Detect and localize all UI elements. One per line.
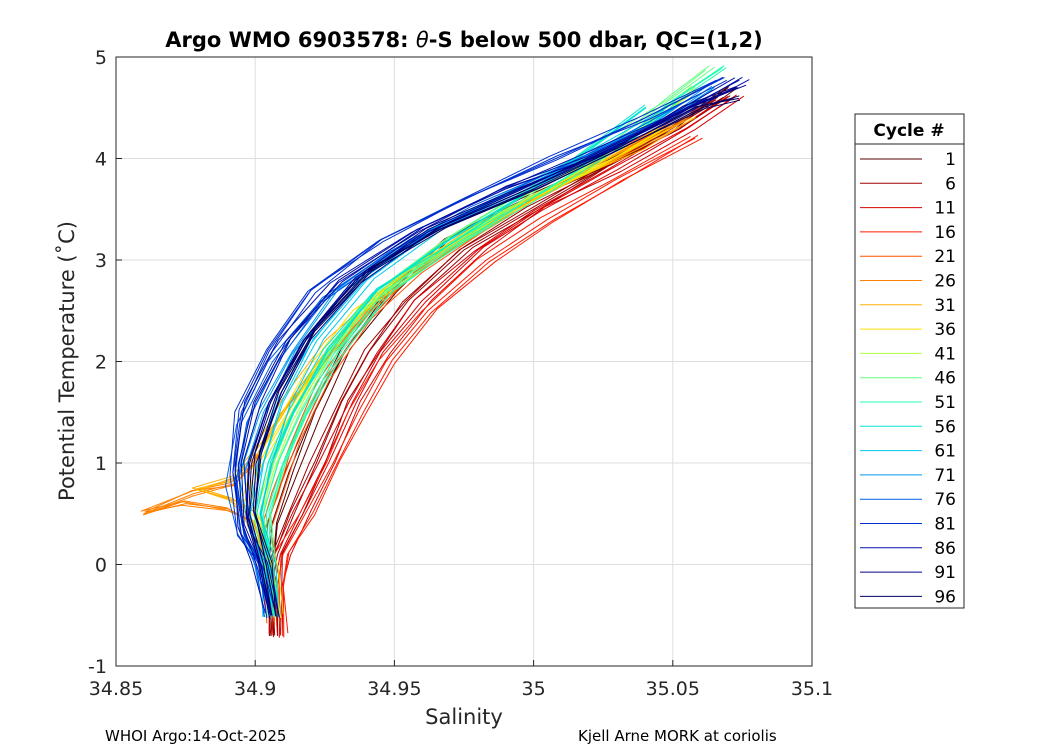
- x-tick-label: 34.85: [89, 678, 143, 700]
- y-tick-label: -1: [88, 656, 107, 678]
- legend-label-96: 96: [934, 587, 956, 607]
- series-line-cycle-6: [280, 95, 731, 636]
- footer-left: WHOI Argo:14-Oct-2025: [105, 727, 286, 745]
- y-tick-label: 5: [95, 47, 107, 69]
- legend-title: Cycle #: [873, 121, 944, 141]
- legend-label-26: 26: [934, 272, 956, 292]
- legend: Cycle # 16111621263136414651566171768186…: [854, 113, 965, 609]
- series-line-cycle-16: [282, 134, 699, 638]
- legend-label-51: 51: [934, 393, 956, 413]
- legend-label-81: 81: [934, 515, 956, 535]
- legend-label-61: 61: [934, 442, 956, 462]
- x-axis-label: Salinity: [425, 705, 503, 729]
- y-tick-label: 1: [95, 453, 107, 475]
- legend-label-11: 11: [934, 199, 956, 219]
- legend-label-71: 71: [934, 466, 956, 486]
- legend-box: [854, 113, 965, 609]
- footer-right: Kjell Arne MORK at coriolis: [578, 727, 777, 745]
- series-line-cycle-16: [282, 137, 703, 634]
- legend-label-16: 16: [934, 223, 956, 243]
- series-line-cycle-86: [237, 79, 740, 615]
- legend-label-56: 56: [934, 417, 956, 437]
- y-tick-label: 4: [95, 149, 107, 171]
- series-line-cycle-91: [245, 86, 737, 619]
- y-tick-label: 0: [95, 555, 107, 577]
- x-tick-label: 35.1: [791, 678, 833, 700]
- series-line-cycle-6: [265, 99, 717, 636]
- series-line-cycle-81: [229, 79, 717, 619]
- y-tick-label: 3: [95, 250, 107, 272]
- grid-lines: [115, 56, 813, 667]
- legend-label-46: 46: [934, 369, 956, 389]
- series-line-cycle-11: [281, 95, 745, 637]
- legend-label-86: 86: [934, 539, 956, 559]
- legend-label-6: 6: [945, 174, 956, 194]
- series-line-cycle-96: [254, 95, 740, 615]
- plot-area-frame: [115, 56, 813, 667]
- series-line-cycle-16: [277, 137, 696, 636]
- legend-label-91: 91: [934, 563, 956, 583]
- x-tick-label: 34.9: [234, 678, 276, 700]
- series-line-cycle-16: [271, 135, 691, 635]
- chart-title: Argo WMO 6903578: θ-S below 500 dbar, QC…: [165, 28, 762, 52]
- legend-label-36: 36: [934, 320, 956, 340]
- legend-label-41: 41: [934, 344, 956, 364]
- series-line-cycle-11: [278, 94, 737, 638]
- x-tick-label: 34.95: [367, 678, 421, 700]
- legend-label-31: 31: [934, 296, 956, 316]
- legend-label-76: 76: [934, 490, 956, 510]
- y-tick-labels: -1 0 1 2 3 4 5: [88, 47, 107, 678]
- x-tick-label: 35.05: [646, 678, 700, 700]
- plot-lines: [140, 65, 750, 638]
- y-tick-label: 2: [95, 352, 107, 374]
- series-line-cycle-11: [274, 97, 735, 636]
- series-line-cycle-81: [232, 76, 725, 614]
- y-axis-label: Potential Temperature (˚C): [55, 221, 79, 501]
- series-line-cycle-86: [234, 77, 736, 614]
- legend-label-21: 21: [934, 247, 956, 267]
- legend-label-1: 1: [945, 150, 956, 170]
- series-line-cycle-81: [232, 76, 724, 616]
- x-tick-label: 35: [522, 678, 546, 700]
- x-tick-labels: 34.85 34.9 34.95 35 35.05 35.1: [89, 678, 833, 700]
